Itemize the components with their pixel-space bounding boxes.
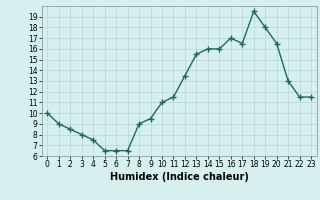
X-axis label: Humidex (Indice chaleur): Humidex (Indice chaleur) [110, 172, 249, 182]
